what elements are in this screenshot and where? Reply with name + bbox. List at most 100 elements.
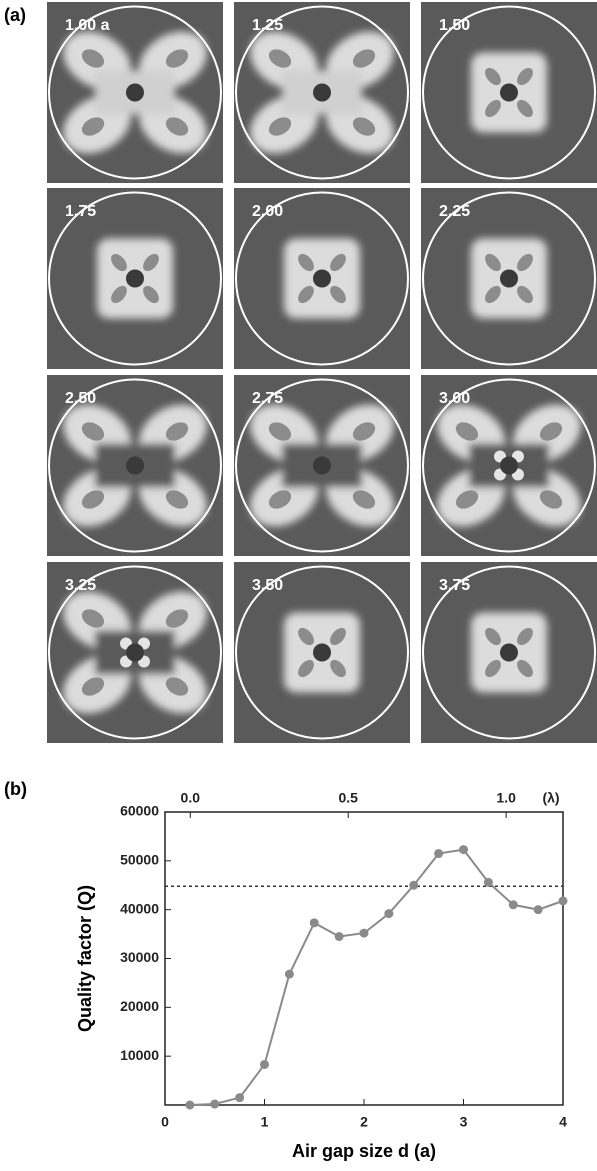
data-point — [334, 932, 344, 942]
hole — [539, 422, 563, 441]
boundary-circle — [422, 378, 596, 553]
hole — [298, 253, 314, 272]
center-dot — [126, 83, 144, 102]
panel-label: (a) — [4, 5, 26, 25]
mode-detail — [268, 49, 376, 136]
hole — [143, 253, 159, 272]
hole — [455, 490, 479, 509]
x2-unit: (λ) — [542, 790, 559, 806]
tile-label: 2.50 — [65, 390, 96, 407]
tile-label: 2.75 — [252, 390, 283, 407]
mode-detail — [485, 67, 533, 118]
x-axis-label: Air gap size d (a) — [292, 1141, 436, 1161]
y-tick-label: 10000 — [120, 1047, 159, 1063]
boundary-circle — [48, 565, 222, 740]
boundary-circle — [422, 5, 596, 180]
mode-tile: 1.25 — [234, 2, 410, 183]
tile-label: 1.25 — [252, 17, 283, 34]
data-line — [189, 848, 564, 1106]
hole — [165, 677, 189, 696]
x-tick-label: 0 — [161, 1114, 169, 1130]
hole — [352, 49, 376, 68]
boundary-circle — [422, 191, 596, 366]
hole — [165, 490, 189, 509]
hole — [81, 609, 105, 628]
data-point — [235, 1093, 245, 1103]
boundary-circle — [235, 5, 409, 180]
data-point — [309, 918, 319, 928]
center-dot — [313, 643, 331, 662]
x2-tick-label: 0.5 — [338, 790, 358, 806]
hole — [485, 99, 501, 118]
x-tick-label: 1 — [261, 1114, 269, 1130]
boundary-circle — [235, 191, 409, 366]
y-tick-label: 20000 — [120, 998, 159, 1014]
hole — [268, 49, 292, 68]
data-point — [260, 1059, 269, 1069]
hole — [330, 253, 346, 272]
mode-tile: 2.75 — [234, 375, 410, 556]
hole — [330, 659, 346, 678]
y-tick-label: 50000 — [120, 852, 159, 868]
data-point — [284, 969, 294, 979]
x2-tick-label: 0.0 — [181, 790, 201, 806]
hole — [485, 253, 501, 272]
hole — [517, 67, 533, 86]
mode-detail — [81, 422, 189, 509]
center-dot — [500, 83, 518, 102]
mode-detail — [81, 49, 189, 136]
hole — [143, 285, 159, 304]
mode-detail — [298, 627, 346, 678]
boundary-circle — [235, 565, 409, 740]
x-tick-label: 2 — [360, 1114, 368, 1130]
hole — [81, 677, 105, 696]
hole — [298, 285, 314, 304]
data-point — [533, 905, 543, 915]
data-point — [434, 849, 444, 859]
hole — [81, 422, 105, 441]
tile-label: 3.75 — [439, 577, 470, 594]
tile-label: 1.00 a — [65, 17, 110, 34]
hole — [455, 422, 479, 441]
center-dot — [126, 643, 144, 662]
data-point — [409, 880, 419, 890]
hole — [485, 627, 501, 646]
hole — [485, 67, 501, 86]
tile-label: 2.00 — [252, 203, 283, 220]
hole — [330, 627, 346, 646]
hole — [330, 285, 346, 304]
hole — [165, 117, 189, 136]
data-point — [359, 928, 369, 938]
center-dot — [313, 269, 331, 288]
center-dot — [313, 456, 331, 475]
y-tick-label: 40000 — [120, 900, 159, 916]
center-dot — [500, 643, 518, 662]
hole — [352, 490, 376, 509]
center-dot — [126, 456, 144, 475]
mode-detail — [298, 253, 346, 304]
data-point — [558, 896, 568, 906]
hole — [268, 117, 292, 136]
boundary-circle — [48, 5, 222, 180]
mode-tile: 1.75 — [47, 188, 223, 369]
hole — [485, 285, 501, 304]
x2-tick-label: 1.0 — [496, 790, 516, 806]
hole — [517, 99, 533, 118]
hole — [165, 49, 189, 68]
x-tick-label: 4 — [559, 1114, 567, 1130]
mode-detail — [81, 609, 189, 696]
hole — [298, 659, 314, 678]
center-dot — [126, 269, 144, 288]
y-axis-label: Quality factor (Q) — [75, 885, 95, 1032]
mode-tile: 3.00 — [421, 375, 597, 556]
mode-tile: 3.50 — [234, 562, 410, 743]
mode-tile: 2.50 — [47, 375, 223, 556]
boundary-circle — [235, 378, 409, 553]
hole — [165, 609, 189, 628]
data-point — [384, 909, 394, 919]
data-point — [508, 900, 518, 910]
hole — [517, 627, 533, 646]
center-dot — [500, 456, 518, 475]
